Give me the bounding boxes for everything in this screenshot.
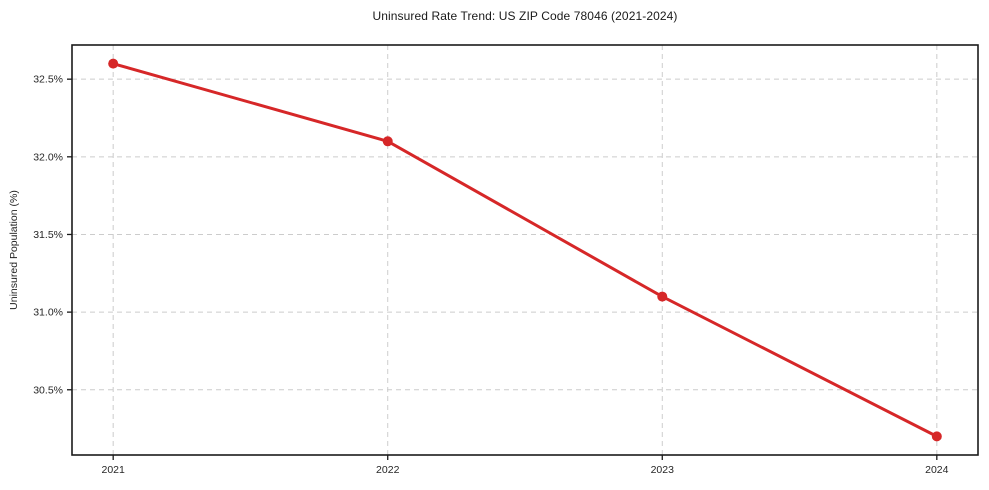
data-series-line [108,58,942,442]
svg-text:32.5%: 32.5% [33,74,63,86]
chart-title: Uninsured Rate Trend: US ZIP Code 78046 … [372,9,678,23]
axis-tick-labels: 30.5% 31.0% 31.5% 32.0% 32.5% 2021 2022 2023 202… [33,74,948,476]
svg-text:32.0%: 32.0% [33,151,63,163]
svg-text:2024: 2024 [925,464,949,476]
axis-ticks [67,78,938,460]
axis-spines [71,44,979,456]
svg-text:31.5%: 31.5% [33,229,63,241]
svg-text:2022: 2022 [376,464,400,476]
svg-text:30.5%: 30.5% [33,384,63,396]
svg-text:31.0%: 31.0% [33,307,63,319]
svg-text:2023: 2023 [651,464,675,476]
grid-lines [72,45,978,455]
svg-text:2021: 2021 [102,464,126,476]
